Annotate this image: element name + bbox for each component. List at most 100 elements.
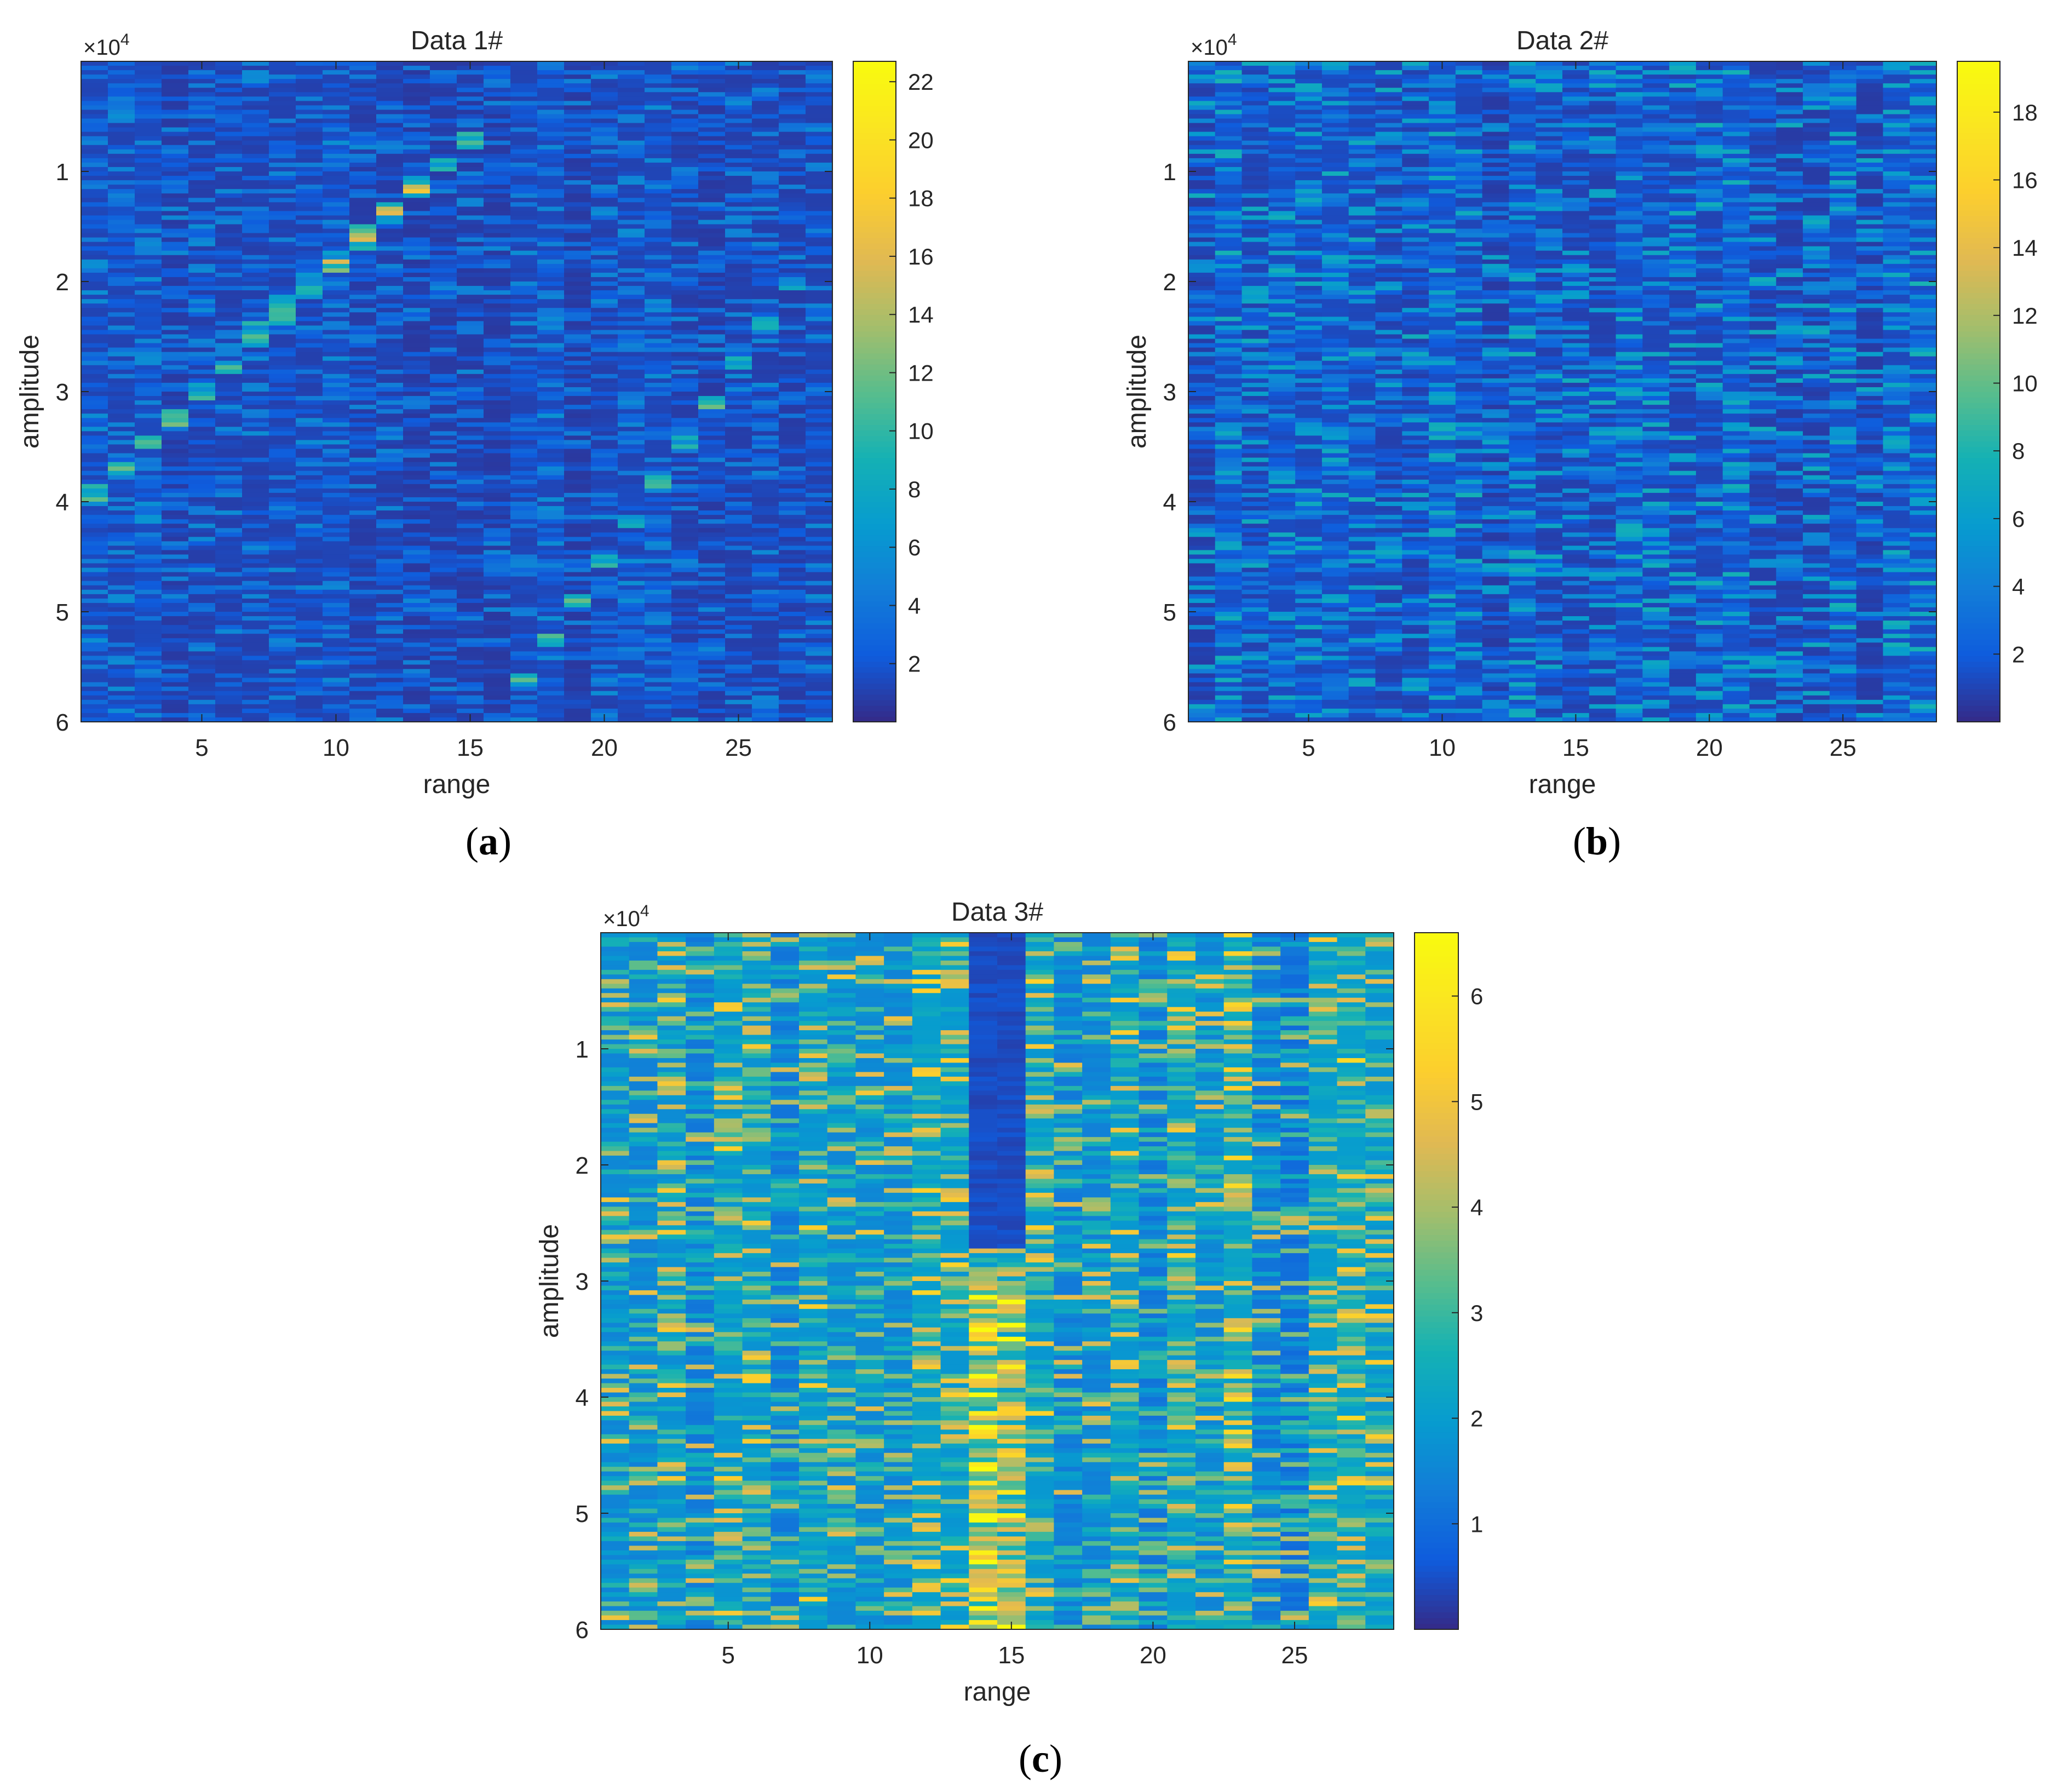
heatmap-cell (537, 691, 565, 696)
heatmap-cell (698, 545, 726, 551)
heatmap-cell (162, 338, 189, 344)
heatmap-cell (591, 634, 618, 639)
heatmap-cell (296, 263, 323, 269)
heatmap-cell (81, 268, 108, 273)
heatmap-cell (591, 440, 618, 445)
heatmap-cell (725, 686, 752, 692)
heatmap-cell (698, 453, 726, 458)
heatmap-cell (806, 246, 832, 251)
heatmap-cell (618, 123, 645, 128)
heatmap-cell (698, 405, 726, 410)
heatmap-cell (349, 418, 377, 423)
heatmap-cell (242, 299, 269, 304)
heatmap-cell (296, 378, 323, 383)
heatmap-cell (376, 343, 404, 348)
heatmap-cell (510, 290, 538, 295)
heatmap-cell (215, 677, 243, 683)
heatmap-cell (376, 602, 404, 608)
heatmap-cell (1215, 396, 1243, 401)
heatmap-cell (779, 563, 806, 568)
heatmap-cell (430, 651, 457, 656)
heatmap-cell (376, 634, 404, 639)
heatmap-cell (752, 250, 779, 256)
heatmap-cell (188, 189, 216, 194)
heatmap-cell (752, 220, 779, 225)
heatmap-cell (162, 708, 189, 714)
heatmap-cell (135, 453, 162, 458)
heatmap-cell (162, 286, 189, 291)
heatmap-cell (242, 176, 269, 181)
heatmap-cell (484, 612, 511, 617)
heatmap-cell (510, 162, 538, 168)
heatmap-cell (108, 532, 135, 537)
heatmap-cell (806, 405, 832, 410)
heatmap-cell (430, 519, 457, 524)
heatmap-cell (1268, 277, 1296, 282)
heatmap-cell (698, 695, 726, 700)
heatmap-cell (564, 470, 591, 476)
heatmap-cell (162, 651, 189, 656)
heatmap-cell (698, 664, 726, 670)
heatmap-cell (1188, 594, 1216, 599)
heatmap-cell (671, 479, 699, 485)
heatmap-cell (779, 171, 806, 176)
heatmap-cell (135, 136, 162, 141)
heatmap-cell (1268, 677, 1296, 683)
heatmap-cell (457, 338, 484, 344)
heatmap-cell (484, 70, 511, 75)
heatmap-cell (403, 589, 430, 595)
heatmap-cell (537, 136, 565, 141)
heatmap-cell (215, 286, 243, 291)
heatmap-cell (671, 343, 699, 348)
heatmap-cell (537, 263, 565, 269)
heatmap-cell (296, 638, 323, 643)
heatmap-cell (430, 162, 457, 168)
heatmap-cell (1268, 576, 1296, 582)
heatmap-cell (1241, 524, 1269, 529)
heatmap-cell (698, 497, 726, 502)
heatmap-cell (645, 369, 672, 375)
heatmap-cell (457, 589, 484, 595)
heatmap-cell (81, 576, 108, 582)
heatmap-cell (698, 356, 726, 361)
heatmap-cell (269, 488, 296, 493)
heatmap-cell (806, 290, 832, 295)
heatmap-cell (752, 255, 779, 260)
heatmap-cell (215, 114, 243, 119)
heatmap-cell (1188, 96, 1216, 101)
heatmap-cell (81, 572, 108, 577)
heatmap-cell (215, 369, 243, 375)
heatmap-cell (779, 198, 806, 203)
colorbar-swatch (853, 545, 896, 552)
heatmap-cell (108, 352, 135, 357)
heatmap-cell (537, 589, 565, 595)
heatmap-cell (1188, 475, 1216, 480)
heatmap-cell (162, 409, 189, 414)
heatmap-cell (564, 691, 591, 696)
heatmap-cell (430, 435, 457, 441)
heatmap-cell (1188, 457, 1216, 463)
heatmap-cell (81, 392, 108, 397)
heatmap-cell (671, 136, 699, 141)
heatmap-cell (564, 263, 591, 269)
heatmap-cell (1215, 642, 1243, 647)
heatmap-cell (108, 713, 135, 718)
heatmap-cell (591, 457, 618, 463)
heatmap-cell (296, 233, 323, 238)
heatmap-cell (376, 515, 404, 520)
heatmap-cell (484, 153, 511, 159)
heatmap-cell (349, 717, 377, 722)
heatmap-cell (162, 101, 189, 106)
colorbar-swatch (853, 457, 896, 464)
heatmap-cell (457, 506, 484, 511)
colorbar-swatch (853, 254, 896, 260)
heatmap-cell (376, 290, 404, 295)
heatmap-cell (484, 616, 511, 621)
heatmap-cell (645, 409, 672, 414)
heatmap-cell (242, 70, 269, 75)
heatmap-cell (1215, 347, 1243, 353)
heatmap-cell (457, 153, 484, 159)
heatmap-cell (81, 431, 108, 436)
heatmap-cell (269, 290, 296, 295)
heatmap-cell (108, 149, 135, 154)
